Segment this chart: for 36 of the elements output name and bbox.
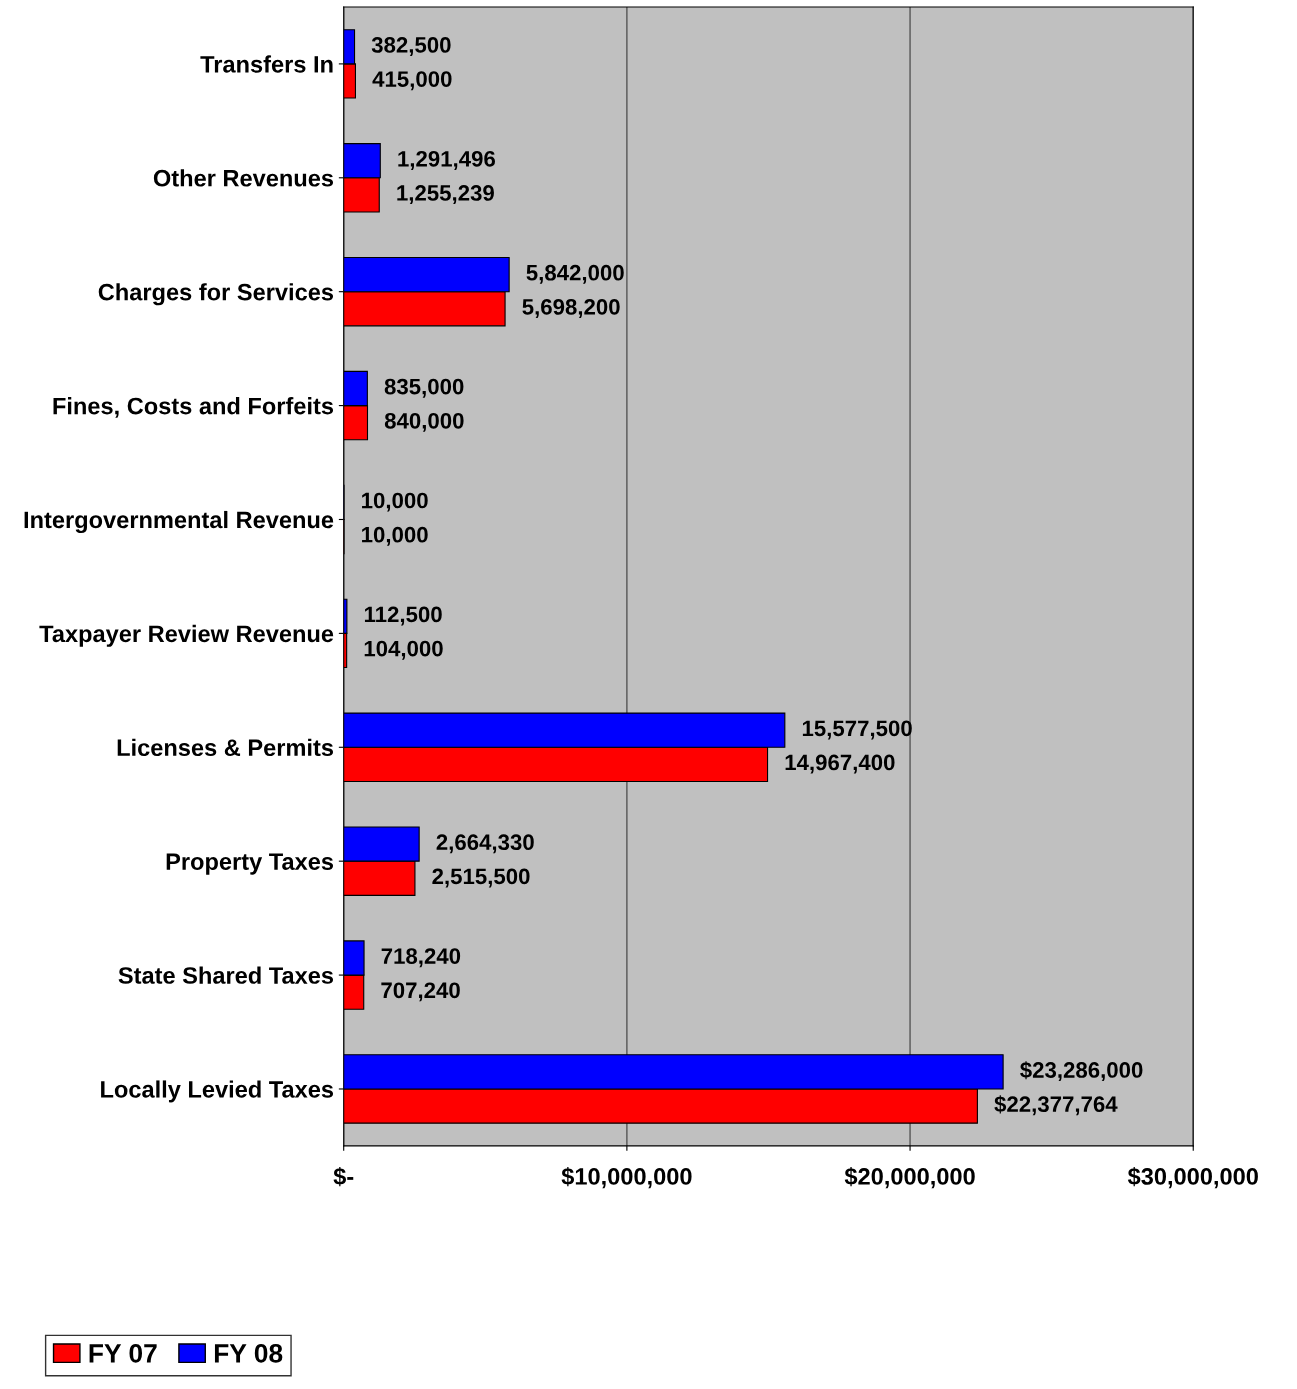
y-tick-label: Other Revenues: [153, 169, 334, 187]
data-label: 1,291,496: [398, 150, 495, 170]
y-tick-label: Licenses & Permits: [117, 738, 334, 757]
data-label: 5,698,200: [522, 299, 620, 318]
data-label: 10,000: [362, 526, 428, 546]
data-label: 104,000: [364, 640, 443, 660]
x-tick-label: $-: [333, 1167, 354, 1187]
legend-label: FY 07: [89, 1343, 157, 1363]
x-tick-label: $20,000,000: [844, 1167, 975, 1189]
legend-label: FY 08: [214, 1343, 283, 1363]
y-tick-label: Fines, Costs and Forfeits: [53, 397, 334, 418]
data-label: 415,000: [372, 71, 452, 91]
data-label: 840,000: [384, 412, 464, 432]
y-tick-label: Transfers In: [200, 55, 333, 73]
data-label: $23,286,000: [1020, 1061, 1143, 1082]
data-label: 707,240: [381, 982, 460, 1002]
data-label: 382,500: [371, 37, 451, 56]
y-tick-label: Charges for Services: [98, 283, 334, 306]
data-label: 14,967,400: [785, 754, 895, 774]
x-tick-label: $30,000,000: [1127, 1167, 1258, 1189]
data-label: 5,842,000: [526, 264, 624, 284]
data-label: 15,577,500: [802, 720, 912, 740]
data-label: 112,500: [364, 606, 442, 626]
data-label: 10,000: [362, 492, 428, 512]
y-tick-label: Taxpayer Review Revenue: [39, 624, 334, 647]
data-label: $22,377,764: [994, 1095, 1118, 1116]
data-label: 2,515,500: [432, 868, 530, 888]
x-tick-label: $10,000,000: [561, 1167, 692, 1189]
y-tick-label: Locally Levied Taxes: [101, 1080, 334, 1103]
data-label: 835,000: [384, 378, 464, 398]
y-tick-label: State Shared Taxes: [118, 966, 334, 984]
y-tick-label: Intergovernmental Revenue: [24, 510, 334, 534]
data-label: 718,240: [381, 948, 461, 968]
data-label: 2,664,330: [436, 834, 534, 854]
y-tick-label: Property Taxes: [166, 853, 334, 875]
data-label: 1,255,239: [397, 185, 494, 205]
